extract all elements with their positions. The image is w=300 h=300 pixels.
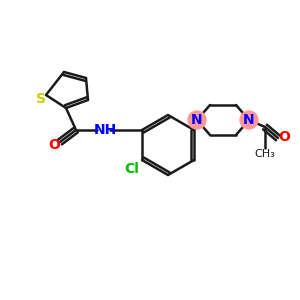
Text: O: O [278,130,290,144]
Text: N: N [243,113,255,127]
Text: S: S [36,92,46,106]
Text: NH: NH [93,123,117,137]
Text: CH₃: CH₃ [255,149,275,159]
Circle shape [240,111,258,129]
Text: O: O [48,138,60,152]
Text: N: N [191,113,203,127]
Text: Cl: Cl [124,162,140,176]
Circle shape [188,111,206,129]
